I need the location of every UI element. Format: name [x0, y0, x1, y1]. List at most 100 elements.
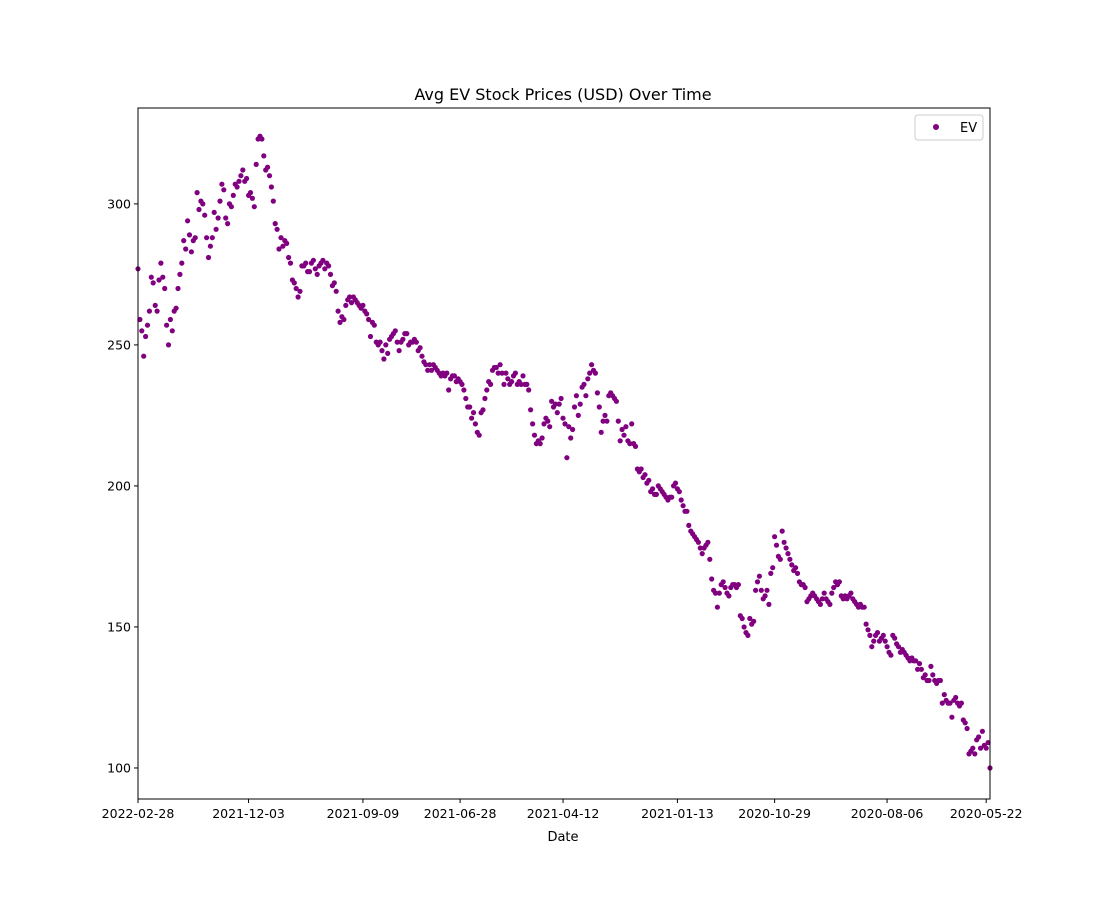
data-point — [493, 364, 499, 371]
data-point — [427, 362, 433, 368]
data-point — [175, 285, 181, 292]
data-point — [869, 644, 875, 650]
data-point — [617, 438, 623, 444]
x-tick-label: 2020-10-29 — [738, 806, 811, 821]
data-point — [287, 260, 294, 266]
data-point — [627, 441, 633, 447]
data-point — [646, 477, 652, 483]
data-point — [379, 348, 385, 354]
data-point — [385, 350, 391, 356]
data-point — [377, 339, 383, 345]
data-point — [941, 692, 947, 698]
data-point — [777, 556, 783, 562]
x-axis-label: Date — [547, 830, 578, 845]
data-point — [621, 432, 627, 438]
data-point — [146, 308, 152, 314]
data-point — [676, 489, 682, 495]
data-point — [979, 728, 986, 734]
data-point — [722, 584, 728, 591]
data-point — [202, 212, 208, 218]
data-point — [741, 624, 747, 630]
data-point — [196, 206, 202, 213]
y-tick-label: 100 — [107, 760, 131, 775]
y-tick-label: 300 — [107, 196, 131, 211]
y-tick-label: 200 — [107, 478, 131, 493]
data-point — [592, 370, 599, 376]
data-point — [922, 672, 928, 678]
data-point — [234, 184, 240, 190]
data-point — [884, 644, 890, 650]
data-point — [915, 666, 921, 672]
x-axis: 2022-02-28 2021-12-03 2021-09-09 2021-06-28… — [102, 799, 1023, 821]
data-point — [589, 362, 595, 368]
data-point — [562, 421, 568, 427]
data-point — [547, 424, 553, 430]
data-point — [278, 235, 284, 241]
data-point — [787, 556, 793, 562]
x-tick-label: 2021-12-03 — [212, 806, 285, 821]
data-point — [705, 539, 711, 545]
data-point — [333, 288, 339, 294]
data-point — [194, 190, 200, 196]
data-point — [367, 333, 374, 340]
data-point — [467, 404, 473, 410]
data-point — [573, 393, 580, 399]
data-point — [428, 367, 435, 373]
data-point — [394, 339, 400, 345]
data-point — [253, 161, 259, 167]
data-point — [501, 381, 507, 387]
data-point — [669, 494, 675, 500]
data-point — [686, 522, 692, 529]
data-point — [417, 345, 423, 351]
data-point — [503, 370, 509, 376]
data-point — [425, 367, 431, 373]
data-point — [326, 263, 332, 269]
data-point — [499, 370, 505, 376]
data-point — [794, 570, 801, 577]
data-point — [396, 348, 402, 354]
data-point — [381, 356, 387, 362]
data-point — [469, 415, 475, 421]
data-point — [937, 677, 944, 684]
data-point — [772, 534, 778, 540]
data-point — [484, 387, 490, 393]
data-point — [918, 666, 925, 672]
data-point — [314, 271, 320, 277]
data-point — [913, 658, 919, 664]
data-point — [335, 308, 341, 314]
data-point — [964, 725, 970, 732]
x-tick-label: 2021-06-28 — [424, 806, 497, 821]
data-point — [602, 412, 608, 418]
data-point — [240, 167, 246, 173]
data-point — [638, 466, 644, 472]
data-point — [735, 582, 742, 588]
data-point — [766, 601, 772, 608]
data-point — [970, 745, 976, 751]
data-point — [150, 280, 156, 286]
data-point — [219, 181, 225, 187]
data-point — [156, 277, 162, 283]
data-point — [154, 308, 160, 314]
data-point — [461, 387, 467, 393]
data-point — [251, 204, 257, 210]
data-point — [459, 381, 465, 387]
data-point — [756, 573, 763, 579]
data-point — [916, 661, 923, 667]
data-point — [762, 593, 768, 599]
data-point — [520, 373, 526, 379]
data-point — [831, 584, 837, 591]
data-point — [272, 221, 278, 227]
data-point — [747, 615, 753, 622]
data-point — [829, 590, 835, 596]
data-point — [958, 700, 965, 706]
data-point — [585, 376, 591, 382]
data-point — [768, 570, 774, 577]
data-point — [141, 353, 147, 359]
data-point — [472, 421, 478, 427]
data-point — [545, 418, 551, 424]
data-point — [953, 694, 959, 701]
ev-series — [135, 133, 993, 771]
data-point — [604, 418, 610, 424]
data-point — [215, 215, 221, 221]
